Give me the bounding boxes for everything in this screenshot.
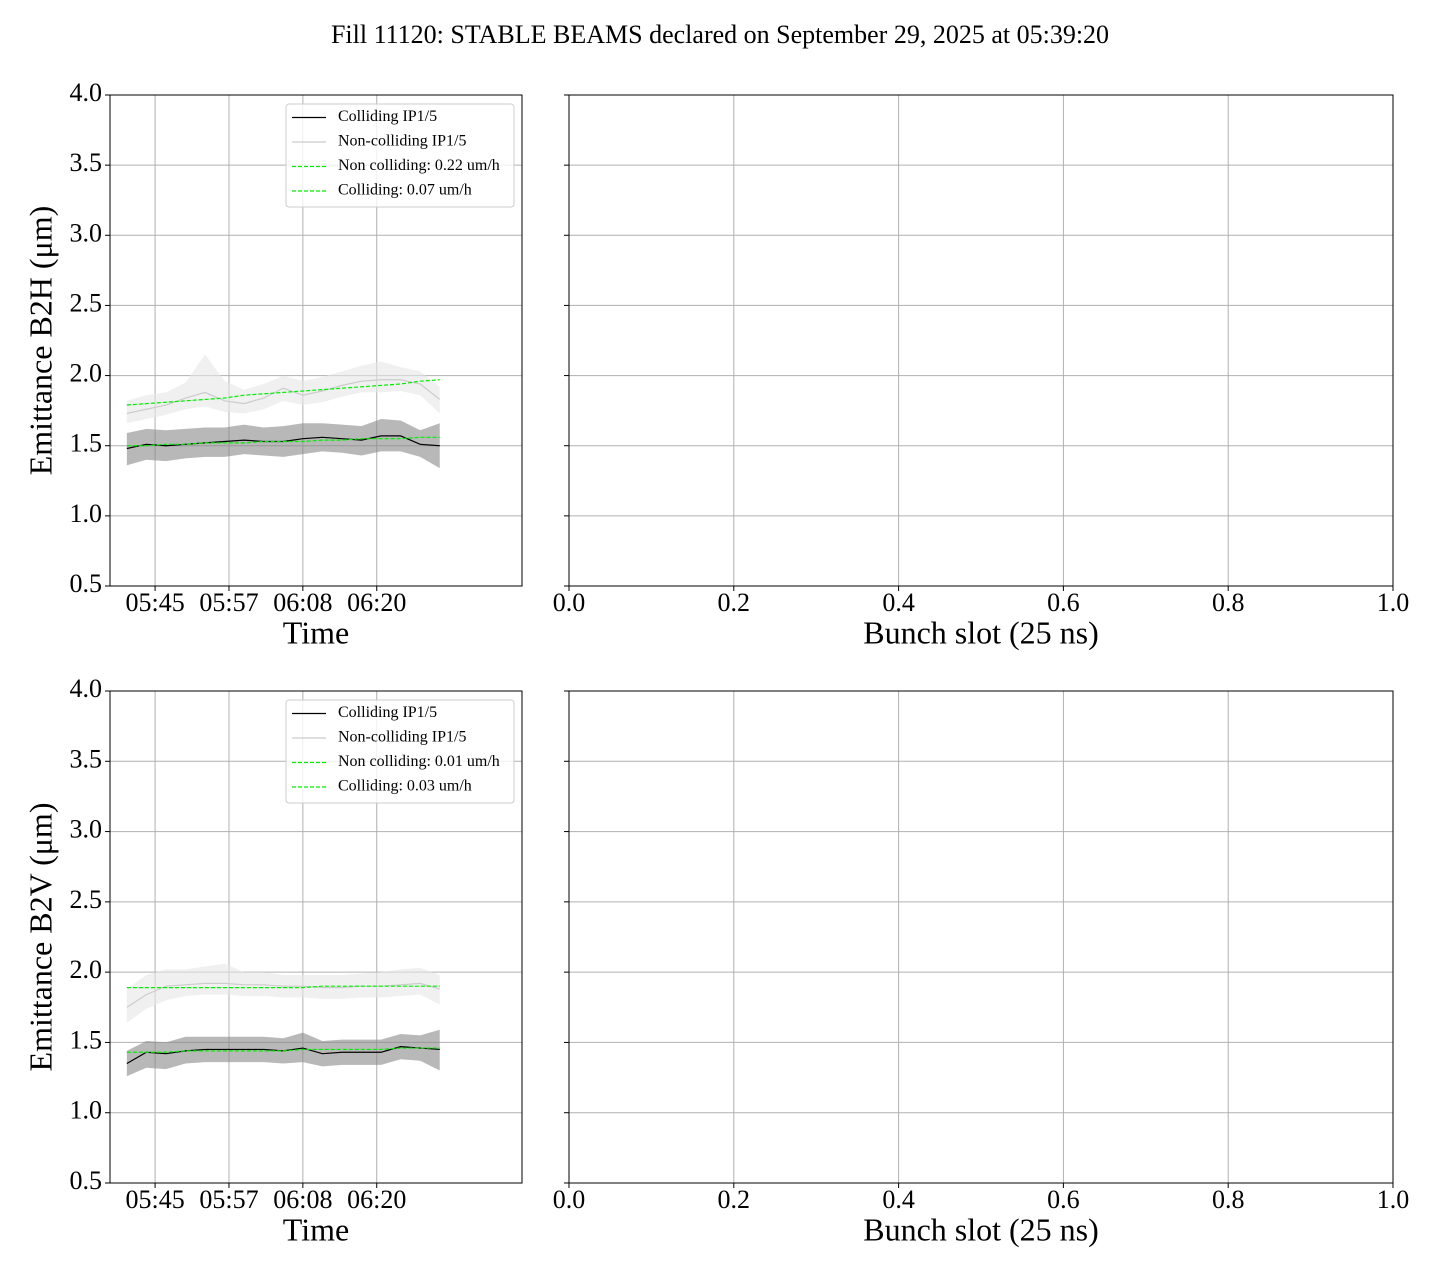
x-tick-label: 0.8 [1212, 588, 1245, 617]
y-tick-label: 1.0 [70, 499, 103, 528]
x-tick-label: 1.0 [1377, 1185, 1410, 1214]
subplot: 0.0 0.2 0.4 0.6 0.8 1.0 Bunch slot (25 ns) [553, 690, 1410, 1247]
y-tick-label: 1.5 [70, 429, 103, 458]
x-axis-label: Bunch slot (25 ns) [863, 1211, 1099, 1247]
legend-label: Colliding IP1/5 [338, 108, 437, 125]
series-line [126, 1047, 440, 1053]
plot-area [126, 354, 441, 469]
x-tick-label: 06:08 [273, 588, 332, 617]
legend-box [285, 699, 515, 804]
axes-frame [568, 690, 1394, 1184]
y-tick-label: 3.5 [70, 148, 103, 177]
y-tick-label: 1.5 [70, 1025, 103, 1054]
y-tick-label: 0.5 [70, 569, 103, 598]
x-tick-label: 0.8 [1212, 1185, 1245, 1214]
legend-label: Non-colliding IP1/5 [338, 729, 466, 746]
y-tick-label: 4.0 [70, 78, 103, 107]
x-tick-label: 06:20 [347, 588, 406, 617]
x-axis-label: Bunch slot (25 ns) [863, 614, 1099, 650]
y-tick-label: 3.0 [70, 218, 103, 247]
y-tick-label: 2.0 [70, 955, 103, 984]
legend: Colliding IP1/5 Non-colliding IP1/5 Non co… [285, 103, 515, 208]
x-tick-label: 0.6 [1047, 588, 1080, 617]
y-axis-label: Emittance B2V (μm) [22, 803, 58, 1072]
subplot: 0.0 0.2 0.4 0.6 0.8 1.0 Bunch slot (25 ns) [553, 94, 1410, 650]
legend-label: Non colliding: 0.01 um/h [338, 753, 500, 770]
x-tick-label: 0.6 [1047, 1185, 1080, 1214]
band [126, 1029, 440, 1077]
x-tick-label: 0.0 [553, 1185, 586, 1214]
x-tick-label: 05:57 [199, 1185, 258, 1214]
plot-area [126, 963, 440, 1077]
axes-frame [109, 690, 523, 1184]
band [126, 354, 440, 424]
legend-label: Non-colliding IP1/5 [338, 133, 466, 150]
figure-title: Fill 11120: STABLE BEAMS declared on Sep… [331, 20, 1109, 49]
x-tick-label: 0.4 [882, 588, 915, 617]
legend-label: Colliding IP1/5 [338, 704, 437, 721]
band [126, 963, 440, 1023]
series-line [126, 436, 440, 447]
subplot: 05:45 05:57 06:08 06:20 0.5 1.0 1.5 2.0 2.5 3.0 3.… [22, 674, 523, 1247]
legend-box [285, 103, 515, 208]
y-tick-label: 2.5 [70, 885, 103, 914]
x-tick-label: 05:45 [125, 1185, 184, 1214]
legend: Colliding IP1/5 Non-colliding IP1/5 Non co… [285, 699, 515, 804]
y-tick-label: 2.5 [70, 288, 103, 317]
x-tick-label: 1.0 [1377, 588, 1410, 617]
y-axis-label: Emittance B2H (μm) [22, 206, 58, 476]
series-line [126, 985, 440, 989]
x-tick-label: 05:45 [125, 588, 184, 617]
x-tick-label: 0.0 [553, 588, 586, 617]
axes-frame [109, 94, 523, 587]
band [126, 419, 440, 469]
axes-frame [568, 94, 1394, 587]
x-axis-label: Time [283, 1211, 349, 1247]
y-tick-label: 1.0 [70, 1096, 103, 1125]
x-tick-label: 05:57 [199, 588, 258, 617]
x-tick-label: 06:20 [347, 1185, 406, 1214]
series-line [126, 379, 441, 415]
legend-label: Colliding: 0.07 um/h [338, 182, 472, 199]
x-tick-label: 0.2 [718, 588, 751, 617]
legend-label: Non colliding: 0.22 um/h [338, 157, 500, 174]
y-tick-label: 0.5 [70, 1166, 103, 1195]
subplot: 05:45 05:57 06:08 06:20 0.5 1.0 1.5 2.0 2.5 3.0 3.… [22, 78, 523, 650]
x-axis-label: Time [283, 614, 349, 650]
series-line [126, 379, 440, 406]
y-tick-label: 4.0 [70, 674, 103, 703]
y-tick-label: 2.0 [70, 359, 103, 388]
x-tick-label: 0.4 [882, 1185, 915, 1214]
legend-label: Colliding: 0.03 um/h [338, 778, 472, 795]
x-tick-label: 06:08 [273, 1185, 332, 1214]
y-tick-label: 3.5 [70, 744, 103, 773]
y-tick-label: 3.0 [70, 815, 103, 844]
x-tick-label: 0.2 [718, 1185, 751, 1214]
